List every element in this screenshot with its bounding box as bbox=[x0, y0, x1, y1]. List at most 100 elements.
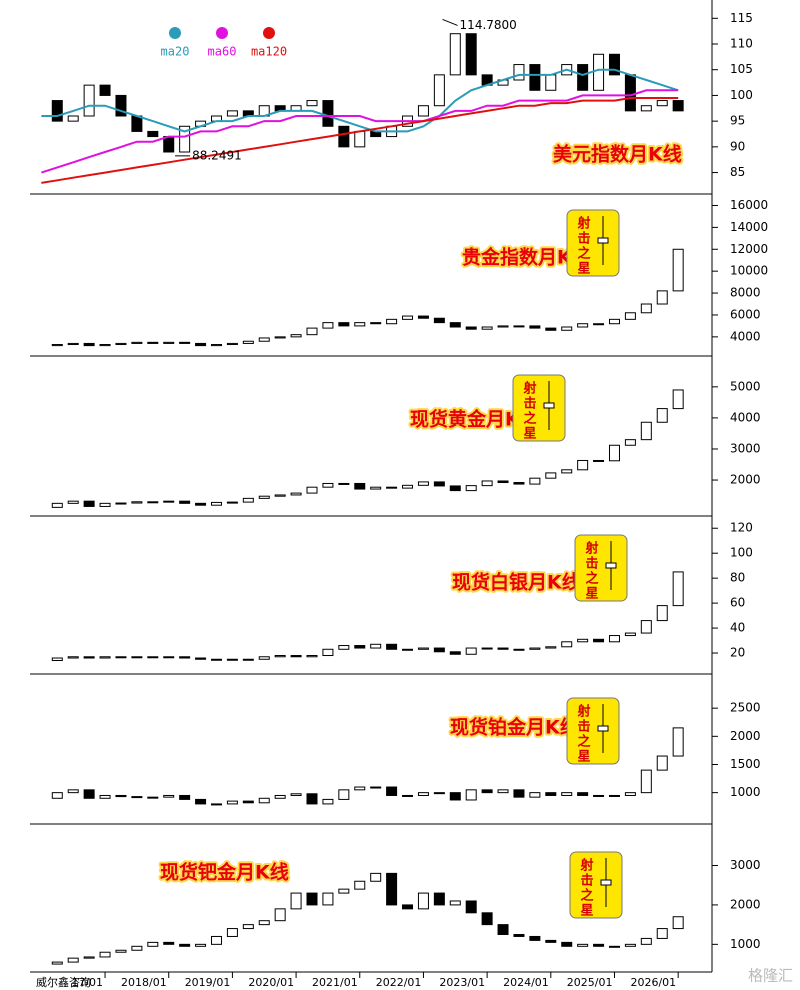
y-tick-label: 4000 bbox=[730, 329, 761, 343]
candle bbox=[640, 303, 652, 314]
candle bbox=[402, 315, 414, 320]
y-tick-label: 120 bbox=[730, 521, 753, 535]
x-tick-label: 2024/01 bbox=[503, 976, 549, 989]
candle bbox=[608, 635, 620, 643]
candle bbox=[179, 125, 191, 153]
candle bbox=[99, 344, 111, 347]
candle bbox=[242, 800, 254, 804]
candle bbox=[513, 648, 525, 651]
candle bbox=[608, 945, 620, 948]
candle bbox=[115, 94, 127, 117]
candle bbox=[99, 656, 111, 659]
y-tick-label: 80 bbox=[730, 571, 745, 585]
candle bbox=[131, 115, 143, 132]
candle bbox=[147, 941, 159, 947]
candle bbox=[497, 789, 509, 794]
candle bbox=[370, 786, 382, 789]
candle bbox=[338, 645, 350, 650]
candle bbox=[370, 872, 382, 882]
candle bbox=[67, 789, 79, 794]
watermark: 格隆汇 bbox=[748, 967, 793, 985]
candle bbox=[258, 337, 270, 342]
candle bbox=[115, 502, 127, 505]
candle bbox=[656, 290, 668, 305]
candle bbox=[179, 794, 191, 800]
annotation-label: 88.2491 bbox=[192, 148, 242, 162]
candle bbox=[163, 341, 175, 344]
candle bbox=[561, 941, 573, 947]
star-badge bbox=[566, 209, 620, 277]
candle bbox=[338, 322, 350, 327]
candle bbox=[131, 501, 143, 504]
star-label: 射击之星 bbox=[583, 540, 600, 601]
candle bbox=[386, 486, 398, 489]
candle bbox=[226, 928, 238, 937]
candle bbox=[402, 794, 414, 797]
candle bbox=[51, 961, 63, 965]
y-tick-label: 2000 bbox=[730, 473, 761, 487]
candle bbox=[274, 494, 286, 497]
panel-title: 现货钯金月K线 bbox=[160, 861, 289, 884]
y-tick-label: 3000 bbox=[730, 441, 761, 455]
y-tick-label: 85 bbox=[730, 165, 745, 179]
candle bbox=[147, 501, 159, 504]
candle bbox=[306, 486, 318, 494]
x-tick-label: 2025/01 bbox=[567, 976, 613, 989]
candle bbox=[354, 130, 366, 148]
candle bbox=[274, 794, 286, 799]
candle bbox=[386, 318, 398, 325]
candle bbox=[386, 872, 398, 906]
candle bbox=[513, 64, 525, 81]
legend-label: ma120 bbox=[251, 45, 287, 59]
panel-title: 美元指数月K线 bbox=[553, 143, 682, 166]
y-tick-label: 115 bbox=[730, 11, 753, 25]
y-tick-label: 2000 bbox=[730, 729, 761, 743]
candle bbox=[624, 792, 636, 796]
candle bbox=[338, 888, 350, 894]
y-tick-label: 8000 bbox=[730, 286, 761, 300]
candle bbox=[210, 803, 222, 806]
y-tick-label: 2500 bbox=[730, 701, 761, 715]
candle bbox=[449, 322, 461, 328]
candle bbox=[561, 792, 573, 796]
candle bbox=[402, 648, 414, 651]
legend-label: ma60 bbox=[208, 45, 237, 59]
candle bbox=[51, 792, 63, 799]
star-label: 射击之星 bbox=[575, 215, 592, 276]
y-tick-label: 100 bbox=[730, 88, 753, 102]
y-tick-label: 4000 bbox=[730, 410, 761, 424]
candle bbox=[624, 632, 636, 637]
candle bbox=[433, 792, 445, 795]
x-tick-label: 2022/01 bbox=[376, 976, 422, 989]
candle bbox=[258, 495, 270, 499]
y-tick-label: 1500 bbox=[730, 757, 761, 771]
candle bbox=[481, 789, 493, 794]
legend-marker bbox=[216, 27, 228, 39]
candle bbox=[624, 312, 636, 320]
ma-line bbox=[41, 97, 679, 184]
candle bbox=[290, 655, 302, 658]
y-tick-label: 60 bbox=[730, 596, 745, 610]
star-badge bbox=[566, 697, 620, 765]
y-tick-label: 2000 bbox=[730, 897, 761, 911]
candle bbox=[577, 64, 589, 91]
candle bbox=[608, 444, 620, 462]
star-icon bbox=[605, 562, 617, 569]
y-tick-label: 16000 bbox=[730, 198, 768, 212]
candle bbox=[656, 408, 668, 423]
candle bbox=[608, 318, 620, 325]
panel-title: 现货白银月K线 bbox=[452, 571, 581, 594]
candle bbox=[179, 943, 191, 947]
star-icon bbox=[597, 237, 609, 244]
candle bbox=[577, 943, 589, 947]
candle bbox=[656, 755, 668, 771]
candle bbox=[115, 949, 127, 953]
candle bbox=[608, 53, 620, 76]
candle bbox=[513, 933, 525, 937]
candle bbox=[481, 912, 493, 926]
candle bbox=[131, 656, 143, 659]
candle bbox=[656, 100, 668, 107]
candle bbox=[370, 486, 382, 490]
candle bbox=[322, 100, 334, 127]
candle bbox=[163, 656, 175, 659]
